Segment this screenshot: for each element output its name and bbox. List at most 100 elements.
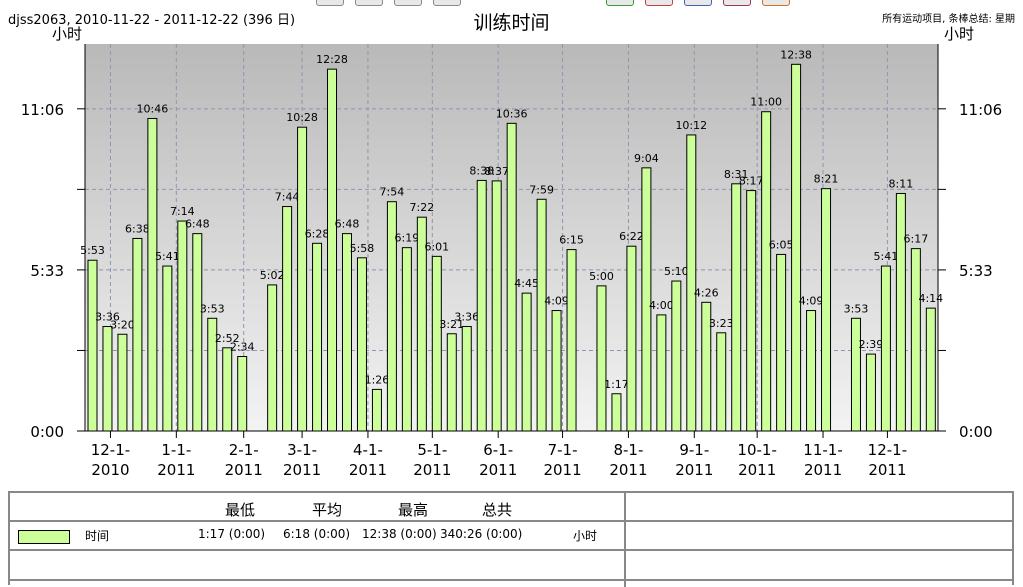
bar-value-label: 6:01 [424, 240, 449, 253]
bar-value-label: 4:26 [694, 286, 719, 299]
bar [626, 245, 637, 432]
bar-value-label: 1:26 [365, 373, 390, 386]
x-tick-label: 7-1- [548, 441, 578, 459]
bar [671, 280, 682, 432]
x-tick-year: 2010 [91, 461, 129, 479]
bar [536, 198, 547, 432]
x-tick-year: 2011 [868, 461, 906, 479]
bar [461, 326, 472, 432]
x-tick-year: 2011 [609, 461, 647, 479]
toolbar-button[interactable] [606, 0, 634, 6]
bar [910, 248, 921, 432]
stats-table: 最低 平均 最高 总共 时间 1:17 (0:00) 6:18 (0:00) 1… [8, 491, 1014, 587]
bar-value-label: 6:48 [335, 218, 360, 231]
x-tick-year: 2011 [225, 461, 263, 479]
bar-value-label: 3:20 [110, 318, 135, 331]
bar [341, 233, 352, 432]
stat-min: 1:17 (0:00) [198, 527, 266, 541]
chart-subtitle: djss2063, 2010-11-22 - 2011-12-22 (396 日… [8, 13, 296, 28]
bar-value-label: 6:05 [769, 238, 794, 251]
series-name: 时间 [85, 529, 110, 543]
y-tick-label: 0:00 [959, 423, 993, 441]
x-tick-label: 8-1- [613, 441, 643, 459]
bar-value-label: 11:00 [750, 96, 782, 109]
toolbar-button[interactable] [316, 0, 344, 6]
toolbar-button[interactable] [433, 0, 461, 6]
x-tick-label: 9-1- [679, 441, 709, 459]
bar-value-label: 8:11 [889, 177, 914, 190]
bar [880, 265, 891, 432]
bar-value-label: 3:21 [439, 318, 464, 331]
bar [237, 356, 248, 432]
x-tick-year: 2011 [413, 461, 451, 479]
x-tick-year: 2011 [349, 461, 387, 479]
bar [177, 220, 188, 432]
table-divider [624, 493, 626, 587]
bar-value-label: 6:17 [903, 233, 928, 246]
toolbar-button[interactable] [684, 0, 712, 6]
bar [371, 388, 382, 432]
bar [312, 242, 323, 432]
bar [491, 180, 502, 432]
x-tick-label: 11-1- [803, 441, 842, 459]
stat-unit: 小时 [573, 529, 598, 543]
bar-value-label: 5:41 [155, 250, 180, 263]
bar [117, 333, 128, 432]
bar-value-label: 4:00 [649, 299, 674, 312]
y-tick-label: 5:33 [959, 262, 993, 280]
bar [551, 310, 562, 432]
bar [716, 332, 727, 432]
y-axis-unit-left: 小时 [52, 25, 83, 43]
toolbar-button[interactable] [355, 0, 383, 6]
x-tick-year: 2011 [479, 461, 517, 479]
y-axis-unit-right: 小时 [944, 25, 975, 43]
bar-value-label: 2:34 [230, 341, 255, 354]
bar [895, 192, 906, 432]
x-tick-label: 12-1- [91, 441, 130, 459]
x-tick-label: 6-1- [483, 441, 513, 459]
bar [746, 190, 757, 432]
bar [791, 63, 802, 432]
bar-value-label: 7:22 [409, 201, 434, 214]
bar-value-label: 7:44 [275, 191, 300, 204]
bar-value-label: 4:14 [918, 292, 943, 305]
table-divider [10, 579, 1014, 581]
x-tick-label: 4-1- [353, 441, 383, 459]
bar-value-label: 8:31 [724, 168, 749, 181]
y-tick-label: 11:06 [959, 101, 1002, 119]
bar-value-label: 10:12 [675, 119, 707, 132]
bar-value-label: 8:21 [814, 173, 839, 186]
chart-title: 训练时间 [473, 12, 550, 34]
toolbar-button[interactable] [394, 0, 422, 6]
header-avg: 平均 [312, 501, 343, 519]
header-min: 最低 [225, 501, 256, 519]
bar [87, 259, 98, 432]
bar-value-label: 7:59 [529, 183, 554, 196]
bar [686, 134, 697, 432]
bar [192, 233, 203, 432]
bar-chart: 5:533:363:206:3810:465:417:146:483:532:5… [21, 44, 1002, 479]
x-tick-year: 2011 [738, 461, 776, 479]
bar [147, 117, 158, 432]
bar [162, 265, 173, 432]
bar-value-label: 7:54 [380, 186, 405, 199]
bar [102, 326, 113, 432]
bar-value-label: 8:37 [484, 165, 509, 178]
bar-value-label: 3:53 [200, 302, 225, 315]
bar [566, 249, 577, 432]
stat-max: 12:38 (0:00) [362, 527, 437, 541]
bar [821, 188, 832, 432]
toolbar-button[interactable] [762, 0, 790, 6]
chart-note: 所有运动项目, 条棒总结: 星期 [882, 14, 1015, 25]
toolbar-button[interactable] [723, 0, 751, 6]
bar [865, 353, 876, 432]
toolbar-strip [0, 0, 1023, 7]
series-swatch [18, 530, 70, 544]
bar-value-label: 2:52 [215, 332, 240, 345]
bar-value-label: 4:09 [544, 295, 569, 308]
bar-value-label: 3:53 [844, 302, 869, 315]
bar-value-label: 8:38 [469, 164, 494, 177]
toolbar-button[interactable] [645, 0, 673, 6]
bar-value-label: 7:14 [170, 205, 195, 218]
bar-value-label: 6:28 [305, 227, 330, 240]
